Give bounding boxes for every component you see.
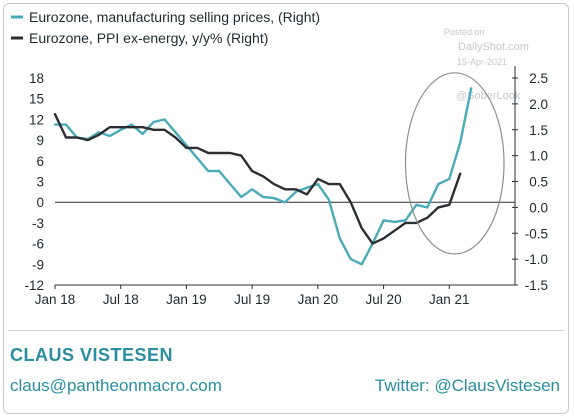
x-tick-label: Jul 19 bbox=[234, 292, 270, 307]
y-right-tick-label: -0.5 bbox=[525, 226, 548, 241]
y-right-tick-label: -1.0 bbox=[525, 252, 548, 267]
watermark-site: DailyShot.com bbox=[458, 41, 529, 53]
x-tick-label: Jan 21 bbox=[429, 292, 470, 307]
y-left-tick-label: 9 bbox=[36, 133, 44, 148]
annotation-layer bbox=[404, 72, 505, 255]
y-left-tick-label: -12 bbox=[24, 278, 44, 293]
y-right-tick-label: -1.5 bbox=[525, 278, 548, 293]
watermark: Posted on DailyShot.com 15-Apr-2021 @Sob… bbox=[444, 27, 529, 102]
watermark-posted: Posted on bbox=[444, 27, 485, 37]
chart-card bbox=[3, 3, 569, 414]
legend-label: Eurozone, manufacturing selling prices, … bbox=[29, 9, 320, 25]
legend-label: Eurozone, PPI ex-energy, y/y% (Right) bbox=[29, 30, 268, 46]
y-left-tick-label: 3 bbox=[36, 175, 44, 190]
author-twitter-link[interactable]: Twitter: @ClausVistesen bbox=[374, 376, 560, 395]
y-left-tick-label: 6 bbox=[36, 154, 44, 169]
y-left-tick-label: 15 bbox=[29, 92, 44, 107]
axes: 18 15 12 9 6 3 0 -3 -6 -9 -12 2.5 2.0 1.5 1.0 0.5 0.0 -0.… bbox=[24, 66, 548, 307]
y-left-tick-label: -6 bbox=[32, 237, 44, 252]
x-tick-label: Jul 18 bbox=[103, 292, 139, 307]
y-left-tick-label: -3 bbox=[32, 216, 44, 231]
y-right-tick-label: 0.5 bbox=[529, 175, 548, 190]
highlight-ellipse bbox=[404, 72, 505, 255]
watermark-handle: @SoberLook bbox=[456, 90, 521, 102]
legend: Eurozone, manufacturing selling prices, … bbox=[11, 9, 320, 46]
x-tick-label: Jan 20 bbox=[298, 292, 339, 307]
y-right-tick-label: 2.0 bbox=[529, 97, 548, 112]
chart-area: Eurozone, manufacturing selling prices, … bbox=[11, 9, 548, 307]
footer-divider bbox=[8, 330, 564, 331]
y-left-tick-label: 12 bbox=[29, 112, 44, 127]
y-left-tick-label: -9 bbox=[32, 257, 44, 272]
watermark-date: 15-Apr-2021 bbox=[457, 57, 507, 67]
author-email-link[interactable]: claus@pantheonmacro.com bbox=[10, 376, 222, 395]
y-left-tick-label: 0 bbox=[36, 195, 44, 210]
y-left-tick-label: 18 bbox=[29, 71, 44, 86]
author-name: CLAUS VISTESEN bbox=[10, 345, 174, 365]
y-right-tick-label: 1.5 bbox=[529, 123, 548, 138]
x-tick-label: Jul 20 bbox=[366, 292, 402, 307]
series-layer bbox=[53, 87, 473, 266]
y-right-tick-label: 2.5 bbox=[529, 71, 548, 86]
y-right-tick-label: 0.0 bbox=[529, 200, 548, 215]
series-line-ppi-ex-energy bbox=[53, 112, 462, 245]
x-tick-label: Jan 18 bbox=[35, 292, 76, 307]
x-tick-label: Jan 19 bbox=[166, 292, 207, 307]
y-right-tick-label: 1.0 bbox=[529, 149, 548, 164]
